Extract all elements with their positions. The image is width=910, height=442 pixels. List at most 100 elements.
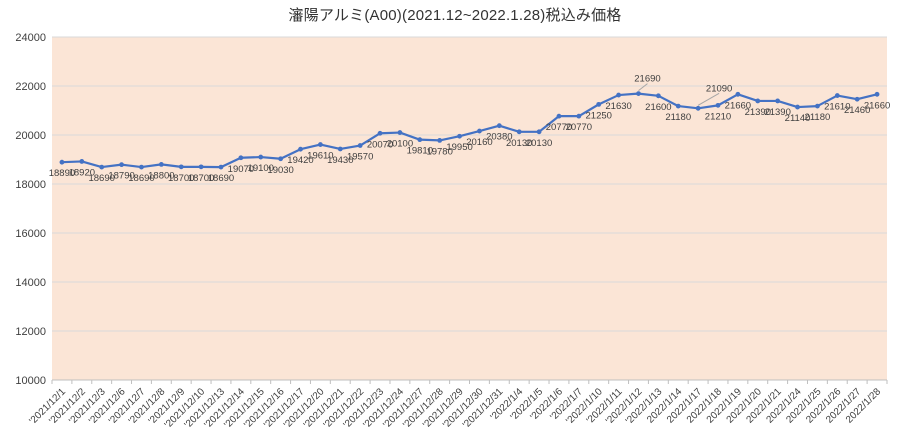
data-point [437, 137, 443, 143]
data-point [59, 159, 65, 165]
data-point [636, 91, 641, 96]
data-label: 19810 [407, 146, 433, 157]
svg-text:16000: 16000 [15, 228, 46, 240]
data-point [616, 92, 622, 98]
data-point [198, 164, 204, 170]
data-labels: 1889018920186901879018690188001870018700… [49, 74, 891, 185]
data-point [278, 156, 284, 162]
label-leader-line [638, 83, 648, 91]
data-label: 19950 [446, 142, 472, 153]
data-point [496, 123, 502, 129]
data-label: 19570 [347, 152, 373, 163]
data-point [596, 101, 602, 107]
data-label: 20380 [486, 132, 512, 143]
data-point [337, 146, 343, 152]
data-point [795, 104, 800, 110]
data-label: 21690 [634, 74, 660, 85]
data-point [158, 162, 164, 167]
data-label: 21090 [706, 83, 732, 94]
svg-text:10000: 10000 [15, 375, 46, 387]
data-point [516, 129, 522, 135]
data-label: 21250 [586, 110, 612, 121]
y-axis-labels: 10000 12000 14000 16000 18000 20000 22000 24000 [15, 32, 46, 387]
data-point [317, 142, 323, 147]
data-point [218, 164, 224, 170]
data-label: 19420 [287, 155, 313, 166]
data-label: 19610 [307, 151, 333, 162]
svg-text:20000: 20000 [15, 130, 46, 142]
data-point [675, 103, 681, 109]
svg-text:12000: 12000 [15, 326, 46, 338]
data-label: 19070 [228, 164, 254, 175]
svg-text:24000: 24000 [15, 32, 46, 44]
data-point [457, 133, 462, 139]
data-label: 18890 [49, 168, 75, 179]
data-label: 18800 [148, 170, 174, 181]
label-leader-line [697, 92, 720, 106]
data-label: 18690 [208, 173, 234, 184]
data-point [298, 146, 303, 152]
data-label: 21140 [785, 113, 811, 124]
data-point [258, 154, 264, 160]
data-label: 18790 [108, 171, 134, 182]
data-label: 18690 [128, 173, 154, 184]
series-line [60, 92, 879, 169]
data-point [715, 102, 721, 108]
chart-title: 瀋陽アルミ(A00)(2021.12~2022.1.28)税込み価格 [288, 7, 622, 24]
data-point [377, 130, 383, 136]
data-label: 21390 [764, 107, 790, 118]
data-point [695, 105, 701, 111]
svg-text:18000: 18000 [15, 179, 46, 191]
data-point [139, 164, 144, 170]
data-point [834, 93, 840, 98]
data-point [178, 164, 184, 170]
data-label: 21660 [864, 100, 890, 111]
data-point [755, 98, 761, 104]
x-axis [51, 379, 888, 384]
data-label: 20770 [566, 122, 592, 133]
data-point [576, 113, 582, 119]
data-point [238, 155, 244, 161]
data-label: 21180 [805, 112, 831, 123]
svg-text:14000: 14000 [15, 277, 46, 289]
data-label: 21460 [844, 105, 870, 116]
data-point [556, 113, 562, 119]
data-label: 21660 [725, 100, 751, 111]
data-point [655, 93, 661, 99]
data-point-markers [59, 91, 880, 170]
data-point [815, 103, 820, 109]
data-point [854, 96, 860, 102]
data-label: 20130 [526, 138, 552, 149]
data-label: 18690 [88, 173, 114, 184]
data-label: 21600 [645, 102, 671, 113]
plot-area [52, 37, 887, 380]
data-point [735, 91, 741, 97]
data-label: 20770 [546, 122, 572, 133]
data-point [357, 143, 363, 148]
data-label: 18920 [69, 167, 95, 178]
data-label: 19430 [327, 155, 353, 166]
data-label: 21390 [745, 107, 771, 118]
data-label: 21210 [705, 111, 731, 122]
data-label: 19030 [267, 165, 293, 176]
data-label: 21180 [665, 112, 691, 123]
data-label: 20070 [367, 139, 393, 150]
data-point [874, 91, 880, 97]
data-label: 20160 [466, 137, 492, 148]
data-point [417, 137, 423, 143]
data-point [477, 128, 482, 134]
data-label: 18700 [168, 173, 194, 184]
data-label: 18700 [188, 173, 214, 184]
data-label: 19780 [426, 146, 452, 157]
data-point [536, 129, 542, 135]
data-point [775, 98, 781, 104]
data-label: 19100 [248, 163, 274, 174]
data-point [99, 164, 105, 170]
data-label: 20130 [506, 138, 532, 149]
x-axis-labels: '2021/12/1'2021/12/2'2021/12/3'2021/12/6… [27, 386, 883, 431]
data-point [79, 159, 85, 164]
gridlines [52, 36, 887, 332]
svg-text:22000: 22000 [15, 81, 46, 93]
